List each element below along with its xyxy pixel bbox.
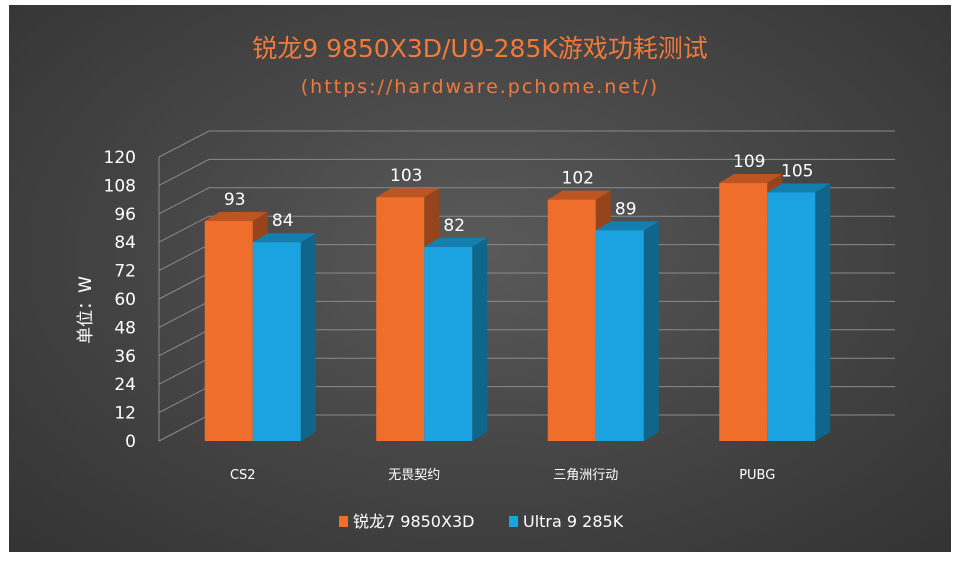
data-label: 109 [733,152,765,172]
y-tick-label: 36 [114,347,136,367]
chart-subtitle: (https://hardware.pchome.net/) [301,76,659,98]
bar-top [719,174,783,184]
x-tick-label: PUBG [739,468,775,483]
bar-top [204,211,268,221]
x-tick-label: 三角洲行动 [553,468,618,483]
y-tick-label: 72 [114,262,136,282]
gridline [158,130,895,158]
bar-front [595,230,644,441]
bar-chart: 锐龙9 9850X3D/U9-285K游戏功耗测试 (https://hardw… [76,34,895,531]
data-label: 103 [390,166,422,186]
x-axis-labels: CS2 无畏契约 三角洲行动 PUBG [230,468,775,483]
bar-top [767,183,831,193]
data-label: 89 [615,199,637,219]
gridline [158,158,895,186]
legend: 锐龙7 9850X3D Ultra 9 285K [339,512,624,531]
y-tick-label: 48 [114,318,136,338]
bar [595,221,659,441]
legend-label: Ultra 9 285K [523,512,624,531]
data-label: 93 [224,190,246,210]
bar-front [767,192,816,441]
bar-front [424,246,473,441]
legend-swatch [339,516,348,527]
bar-front [204,220,253,441]
gridline [158,215,895,243]
y-tick-label: 24 [114,375,136,395]
bar-side [815,183,831,441]
gridline [158,187,895,215]
bar [252,233,316,441]
y-tick-label: 0 [125,432,136,452]
bar-front [376,197,425,441]
y-tick-label: 60 [114,290,136,310]
bar-top [376,188,440,198]
bar-side [643,221,659,441]
bars: 93 84 103 82 102 89 109 105 [204,152,831,442]
y-axis-label: 单位：W [76,276,96,344]
y-axis-ticks: 0 12 24 36 48 60 72 84 96 108 120 [104,148,136,452]
chart-area: 锐龙9 9850X3D/U9-285K游戏功耗测试 (https://hardw… [9,5,951,552]
bar-front [547,199,596,441]
data-label: 82 [443,216,465,236]
data-label: 102 [562,169,594,189]
chart-title: 锐龙9 9850X3D/U9-285K游戏功耗测试 [252,34,708,63]
y-tick-label: 84 [114,233,136,253]
y-tick-label: 12 [114,404,136,424]
x-tick-label: CS2 [230,468,256,483]
bar-top [595,221,659,231]
legend-label: 锐龙7 9850X3D [353,512,474,531]
bar-front [252,242,301,441]
y-tick-label: 96 [114,205,136,225]
bar-top [252,233,316,243]
bar-front [719,183,768,442]
bar-side [472,237,488,441]
bar-side [300,233,316,441]
data-label: 84 [272,211,294,231]
legend-swatch [509,516,518,527]
x-tick-label: 无畏契约 [388,468,440,483]
bar-top [424,237,488,247]
y-tick-label: 108 [104,176,136,196]
y-tick-label: 120 [104,148,136,168]
bar [767,183,831,441]
bar [424,237,488,441]
bar-top [547,190,611,200]
data-label: 105 [781,162,813,182]
